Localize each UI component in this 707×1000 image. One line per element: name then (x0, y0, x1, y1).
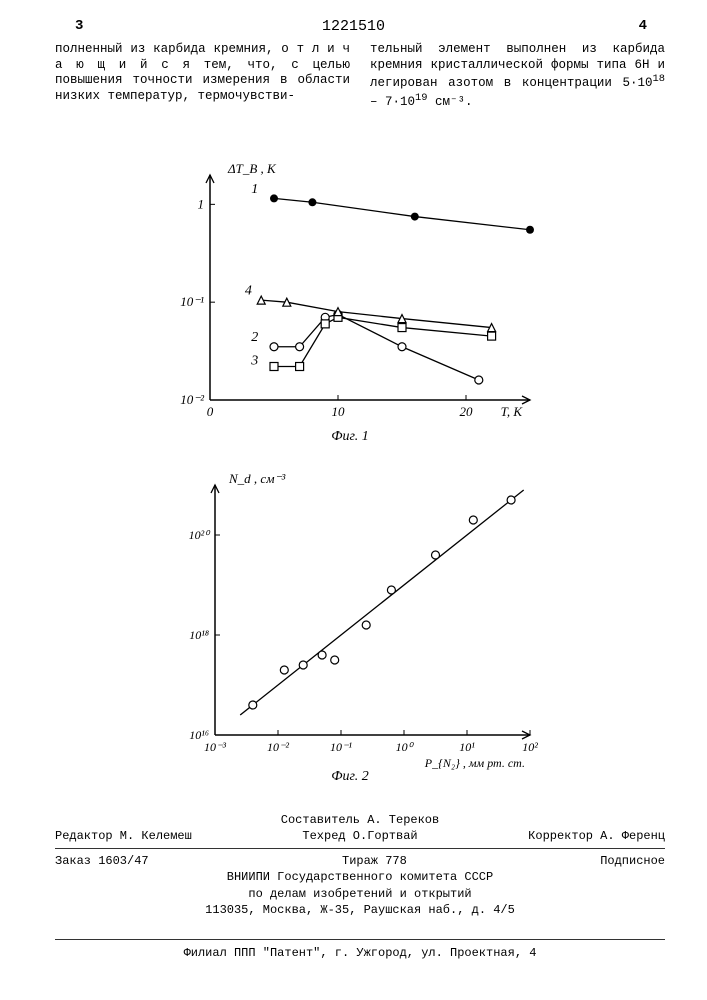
footer: Филиал ППП "Патент", г. Ужгород, ул. Про… (55, 939, 665, 960)
techred: Техред О.Гортвай (302, 828, 417, 844)
corrector: Корректор А. Ференц (528, 828, 665, 844)
publisher-1: ВНИИПИ Государственного комитета СССР (55, 869, 665, 885)
svg-text:2: 2 (251, 330, 258, 345)
svg-text:ΔT_B , K: ΔT_B , K (227, 161, 277, 176)
svg-text:10²⁰: 10²⁰ (189, 528, 212, 542)
svg-text:0: 0 (207, 404, 214, 419)
svg-text:10⁻²: 10⁻² (267, 740, 289, 754)
figure-2: 10⁻³ 10⁻² 10⁻¹ 10⁰ 10¹ 10² 10¹⁶ 10¹⁸ 10²⁰ N_d , с… (150, 465, 550, 785)
col-right-sup1: 18 (653, 73, 666, 85)
publisher-address: 113035, Москва, Ж-35, Раушская наб., д. … (55, 902, 665, 918)
print-run: Тираж 778 (342, 853, 407, 869)
svg-text:Фиг. 2: Фиг. 2 (331, 769, 369, 784)
svg-text:N_d , см⁻³: N_d , см⁻³ (228, 471, 286, 486)
body-text: полненный из карбида кремния, о т л и ч … (55, 42, 665, 111)
column-right: тельный элемент выполнен из карбида крем… (370, 42, 665, 111)
compiler-line: Составитель А. Тереков (55, 812, 665, 828)
document-number: 1221510 (322, 18, 385, 35)
col-right-suffix: см⁻³. (428, 95, 473, 109)
publisher-2: по делам изобретений и открытий (55, 886, 665, 902)
svg-text:10¹⁸: 10¹⁸ (189, 628, 209, 642)
svg-text:10¹: 10¹ (459, 740, 475, 754)
svg-text:10¹⁶: 10¹⁶ (189, 728, 209, 742)
svg-text:T, K: T, K (501, 404, 524, 419)
column-left: полненный из карбида кремния, о т л и ч … (55, 42, 350, 111)
svg-text:10⁰: 10⁰ (396, 740, 415, 754)
order-number: Заказ 1603/47 (55, 853, 149, 869)
svg-text:10⁻³: 10⁻³ (204, 740, 226, 754)
col-right-sup2: 19 (415, 92, 428, 104)
credits-block: Составитель А. Тереков Редактор М. Келем… (55, 812, 665, 918)
page-number-left: 3 (75, 18, 83, 34)
svg-text:10⁻¹: 10⁻¹ (180, 294, 204, 309)
svg-text:P_{N₂} , мм рт. ст.: P_{N₂} , мм рт. ст. (424, 756, 525, 770)
figure-1: 10⁻²10⁻¹101020ΔT_B , KT, KФиг. 11234 (150, 155, 550, 445)
svg-text:10⁻²: 10⁻² (180, 392, 205, 407)
svg-text:10²: 10² (522, 740, 538, 754)
subscription: Подписное (600, 853, 665, 869)
svg-text:3: 3 (250, 354, 258, 369)
svg-text:Фиг. 1: Фиг. 1 (331, 429, 369, 444)
svg-text:10⁻¹: 10⁻¹ (330, 740, 352, 754)
col-right-prefix: тельный элемент выполнен из карбида крем… (370, 42, 665, 90)
svg-text:20: 20 (460, 404, 474, 419)
svg-text:1: 1 (251, 182, 258, 197)
editor: Редактор М. Келемеш (55, 828, 192, 844)
page-number-right: 4 (639, 18, 647, 34)
svg-text:1: 1 (198, 196, 205, 211)
svg-text:4: 4 (245, 283, 252, 298)
col-right-mid: – 7·10 (370, 95, 415, 109)
svg-text:10: 10 (332, 404, 346, 419)
